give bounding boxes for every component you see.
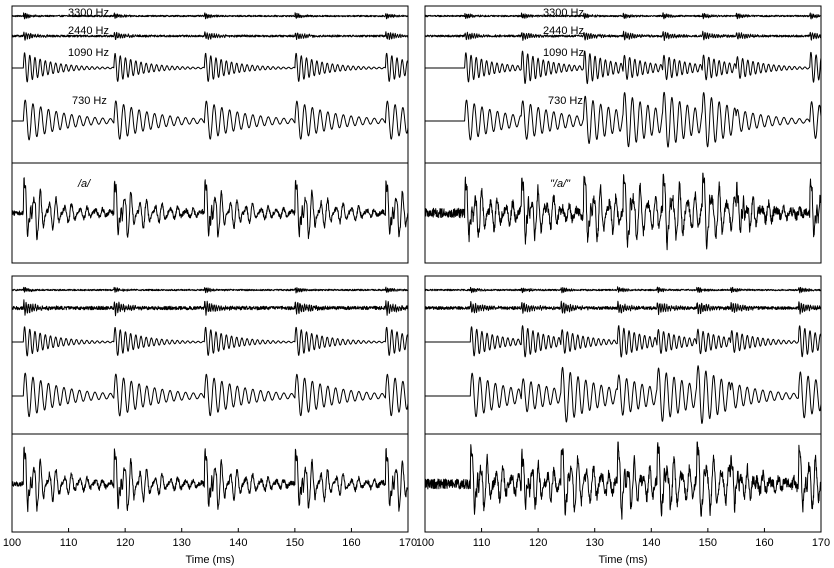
band-trace-2440hz-top-right [424,30,822,41]
panel-top-right-frame [424,5,822,264]
x-tick-label-160-1: 160 [755,537,773,549]
signal-trace-bottom-left [11,446,409,513]
x-tick-label-170-0: 170 [399,537,417,549]
x-tick-label-140-0: 140 [229,537,247,549]
band-trace-1090hz-bottom-left [11,326,409,357]
band-trace-730hz-bottom-left [11,372,409,418]
band-label-3300-left: 3300 Hz [68,7,109,19]
x-tick-label-110-1: 110 [473,537,491,549]
band-trace-1090hz-top-left [11,52,409,83]
band-trace-3300hz-top-left [11,12,409,20]
x-tick-label-110-0: 110 [60,537,78,549]
x-tick-label-100-0: 100 [3,537,21,549]
band-trace-730hz-bottom-right [424,365,822,424]
band-trace-730hz-top-left [11,99,409,141]
band-trace-1090hz-bottom-right [424,325,822,358]
panel-bottom-left-traces [11,286,409,513]
x-tick-label-100-1: 100 [416,537,434,549]
band-trace-1090hz-top-right [424,50,822,85]
panel-bottom-right-traces [424,286,822,520]
band-trace-2440hz-bottom-right [424,300,822,316]
band-label-3300-right: 3300 Hz [543,7,584,19]
panel-top-left-traces [11,12,409,241]
x-tick-label-120-1: 120 [529,537,547,549]
vowel-label-left: /a/ [77,178,91,190]
x-axis-title-right: Time (ms) [598,554,647,566]
signal-trace-top-right [424,172,822,251]
signal-trace-top-left [11,177,409,241]
x-axis-right: 100 110 120 130 140 150 160 170 [416,528,830,549]
x-tick-label-130-1: 130 [586,537,604,549]
panel-top-left-frame [11,5,409,264]
x-tick-label-120-0: 120 [116,537,134,549]
band-trace-3300hz-bottom-left [11,286,409,294]
band-label-730-right: 730 Hz [548,95,583,107]
band-trace-2440hz-top-left [11,31,409,41]
vowel-label-right: "/a/" [550,178,571,190]
band-label-2440-left: 2440 Hz [68,25,109,37]
x-tick-label-150-1: 150 [699,537,717,549]
x-tick-label-140-1: 140 [642,537,660,549]
band-label-2440-right: 2440 Hz [543,25,584,37]
band-trace-2440hz-bottom-left [11,299,409,317]
band-trace-3300hz-bottom-right [424,286,822,294]
x-tick-label-150-0: 150 [286,537,304,549]
x-axis-left: 100 110 120 130 140 150 160 170 [3,528,417,549]
x-tick-label-160-0: 160 [342,537,360,549]
band-trace-3300hz-top-right [424,12,822,20]
band-label-1090-left: 1090 Hz [68,47,109,59]
band-trace-730hz-top-right [424,91,822,148]
band-label-1090-right: 1090 Hz [543,47,584,59]
panel-top-right-traces [424,12,822,251]
x-axis-title-left: Time (ms) [185,554,234,566]
band-label-730-left: 730 Hz [72,95,107,107]
signal-trace-bottom-right [424,441,822,520]
x-tick-label-130-0: 130 [173,537,191,549]
x-tick-label-170-1: 170 [812,537,830,549]
